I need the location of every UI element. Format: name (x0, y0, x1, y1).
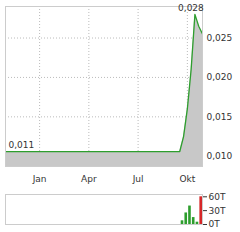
svg-text:0,010: 0,010 (207, 151, 233, 161)
svg-text:0,015: 0,015 (207, 112, 233, 122)
svg-text:Okt: Okt (179, 174, 195, 184)
svg-text:Jul: Jul (132, 174, 144, 184)
svg-text:30T: 30T (209, 206, 226, 216)
svg-text:60T: 60T (209, 192, 226, 202)
svg-text:Jan: Jan (32, 174, 47, 184)
svg-text:Apr: Apr (81, 174, 97, 184)
svg-text:0,020: 0,020 (207, 72, 233, 82)
svg-text:0T: 0T (209, 219, 221, 229)
svg-text:0,011: 0,011 (9, 140, 35, 150)
svg-text:0,025: 0,025 (207, 33, 233, 43)
svg-text:0,028: 0,028 (178, 3, 204, 13)
